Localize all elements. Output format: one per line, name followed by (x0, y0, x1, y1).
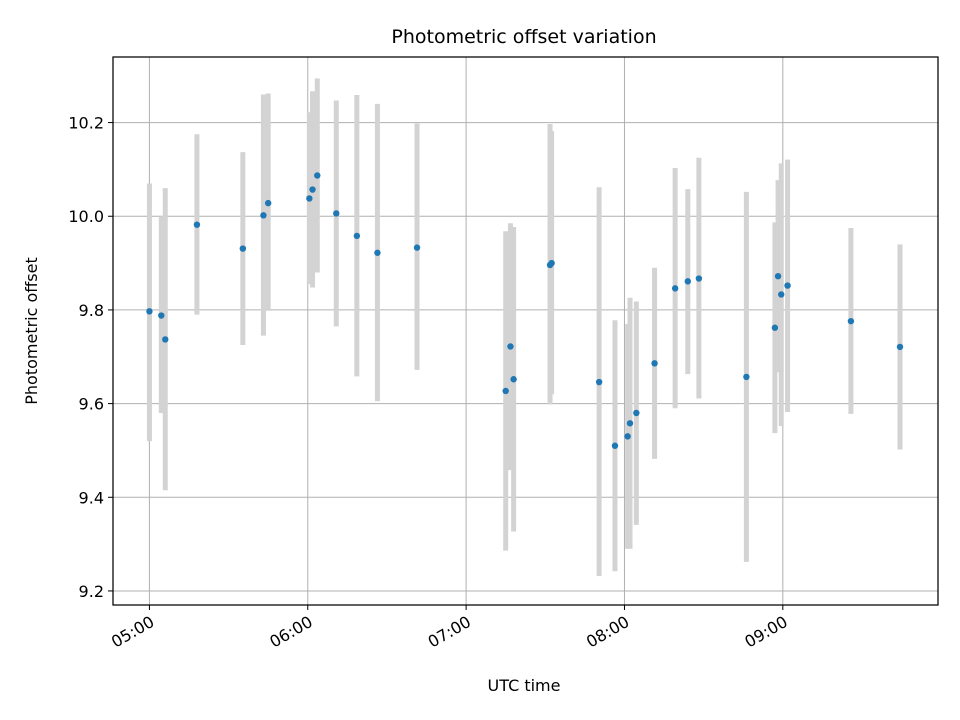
data-point (743, 373, 750, 381)
data-point (502, 387, 509, 395)
data-point (374, 249, 381, 256)
data-point (626, 420, 634, 427)
data-point (309, 186, 316, 193)
chart-title: Photometric offset variation (391, 26, 656, 48)
data-point (671, 285, 679, 292)
data-point (413, 244, 421, 251)
data-point (239, 245, 247, 252)
data-points (146, 172, 904, 449)
data-point (774, 273, 782, 280)
data-point (784, 282, 791, 289)
data-point (896, 343, 904, 351)
data-point (353, 232, 361, 240)
plot-area-frame (112, 56, 939, 606)
data-point (510, 376, 517, 383)
y-tick-label: 9.4 (79, 488, 104, 507)
y-tick-label: 9.2 (79, 582, 104, 601)
data-point (611, 442, 619, 449)
x-axis-label: UTC time (488, 676, 561, 695)
data-point (684, 278, 692, 285)
data-point (193, 221, 201, 228)
data-point (633, 409, 640, 417)
data-point (778, 291, 785, 298)
y-tick-label: 9.6 (79, 395, 104, 414)
data-point (264, 199, 272, 207)
data-point (146, 308, 153, 315)
data-point (162, 336, 169, 343)
y-tick-label: 10.0 (68, 207, 104, 226)
data-point (314, 172, 321, 179)
data-point (548, 259, 555, 267)
y-tick-label: 9.8 (79, 301, 104, 320)
y-tick-label: 10.2 (68, 114, 104, 133)
data-point (847, 317, 855, 325)
data-point (651, 360, 658, 367)
data-point (771, 324, 779, 331)
data-point (306, 195, 313, 202)
data-point (595, 378, 603, 386)
data-point (333, 210, 340, 217)
data-point (260, 212, 267, 219)
data-point (158, 312, 165, 319)
y-axis-ticks: 9.2 9.4 9.6 9.8 10.0 10.2 (68, 114, 113, 601)
y-axis-label: Photometric offset (22, 257, 41, 405)
data-point (695, 275, 703, 282)
data-point (624, 433, 631, 440)
data-point (507, 343, 514, 350)
